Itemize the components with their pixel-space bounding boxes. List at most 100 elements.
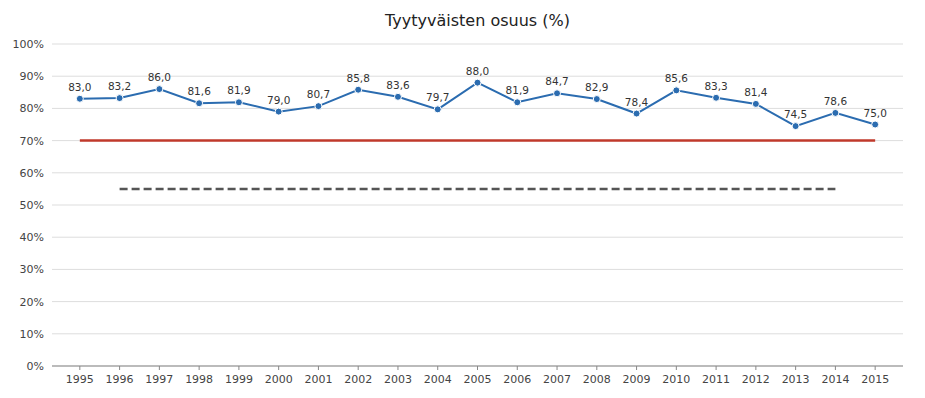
grid-line: [52, 140, 903, 141]
data-label: 84,7: [545, 75, 568, 87]
y-tick-label: 30%: [20, 263, 44, 276]
data-point: [673, 87, 680, 94]
x-tick: [238, 366, 239, 370]
data-label: 79,7: [426, 91, 449, 103]
data-label: 79,0: [267, 94, 290, 106]
data-point: [554, 90, 561, 97]
data-point: [434, 106, 441, 113]
y-tick-label: 0%: [27, 360, 44, 373]
data-point: [275, 108, 282, 115]
data-label: 86,0: [148, 71, 171, 83]
x-tick-label: 1996: [106, 373, 134, 386]
data-label: 85,8: [347, 72, 370, 84]
data-label: 80,7: [307, 88, 330, 100]
data-point: [235, 99, 242, 106]
x-tick: [437, 366, 438, 370]
y-tick-label: 90%: [20, 70, 44, 83]
data-point: [713, 94, 720, 101]
data-point: [872, 121, 879, 128]
x-tick: [755, 366, 756, 370]
x-tick-label: 2014: [821, 373, 849, 386]
x-tick: [835, 366, 836, 370]
x-tick-label: 2011: [702, 373, 730, 386]
data-label: 78,6: [824, 95, 848, 107]
x-tick: [795, 366, 796, 370]
x-tick-label: 1998: [185, 373, 213, 386]
data-point: [315, 103, 322, 110]
y-tick-label: 10%: [20, 328, 44, 341]
x-tick: [676, 366, 677, 370]
reference-line: [120, 188, 836, 191]
x-tick-label: 2010: [662, 373, 690, 386]
x-tick-label: 2007: [543, 373, 571, 386]
data-point: [792, 123, 799, 130]
x-tick-label: 2005: [464, 373, 492, 386]
grid-line: [52, 301, 903, 302]
x-tick-label: 1995: [66, 373, 94, 386]
data-label: 75,0: [863, 107, 886, 119]
title: Tyytyväisten osuus (%): [384, 11, 570, 30]
y-tick-label: 100%: [13, 38, 44, 51]
grid-line: [52, 269, 903, 270]
data-point: [633, 110, 640, 117]
x-tick: [278, 366, 279, 370]
grid-line: [52, 237, 903, 238]
grid-line: [52, 333, 903, 334]
x-tick: [477, 366, 478, 370]
x-tick-label: 2000: [265, 373, 293, 386]
data-label: 83,6: [386, 79, 410, 91]
y-tick-label: 50%: [20, 199, 44, 212]
x-tick-label: 2003: [384, 373, 412, 386]
grid-line: [52, 108, 903, 109]
y-tick-label: 20%: [20, 296, 44, 309]
data-label: 81,4: [744, 86, 768, 98]
data-point: [196, 100, 203, 107]
x-tick: [318, 366, 319, 370]
data-label: 83,0: [68, 81, 91, 93]
x-tick: [119, 366, 120, 370]
data-point: [394, 93, 401, 100]
data-label: 78,4: [625, 96, 649, 108]
data-point: [355, 86, 362, 93]
x-tick-label: 2006: [503, 373, 531, 386]
y-tick-label: 70%: [20, 135, 44, 148]
data-label: 83,3: [704, 80, 727, 92]
chart-svg: Tyytyväisten osuus (%) 0% 10% 20% 30% 40% 50% 6…: [0, 0, 925, 398]
x-tick: [79, 366, 80, 370]
x-tick-label: 1999: [225, 373, 253, 386]
y-tick-label: 40%: [20, 231, 44, 244]
x-tick: [159, 366, 160, 370]
data-point: [752, 100, 759, 107]
data-line: [80, 83, 875, 126]
x-tick: [875, 366, 876, 370]
y-tick-label: 80%: [20, 102, 44, 115]
x-tick: [636, 366, 637, 370]
data-label: 81,9: [506, 84, 529, 96]
data-label: 81,6: [187, 85, 211, 97]
grid-line: [52, 205, 903, 206]
x-tick: [596, 366, 597, 370]
data-label: 81,9: [227, 84, 250, 96]
x-tick: [358, 366, 359, 370]
data-labels: 83,0 83,2 86,0 81,6 81,9 79,0 80,7 85,8 83,6 79,7…: [68, 65, 887, 120]
data-label: 85,6: [665, 72, 689, 84]
x-tick-label: 2002: [344, 373, 372, 386]
x-tick: [557, 366, 558, 370]
data-point: [474, 79, 481, 86]
grid-line: [52, 172, 903, 173]
chart-container: Tyytyväisten osuus (%) 0% 10% 20% 30% 40% 50% 6…: [0, 0, 925, 398]
y-tick-label: 60%: [20, 167, 44, 180]
data-point: [593, 96, 600, 103]
data-label: 74,5: [784, 108, 807, 120]
x-tick-label: 2015: [861, 373, 889, 386]
data-label: 83,2: [108, 80, 131, 92]
x-tick-label: 2008: [583, 373, 611, 386]
plot-area: [76, 79, 878, 189]
data-point: [156, 86, 163, 93]
data-point: [76, 95, 83, 102]
grid: [52, 44, 903, 366]
data-point: [514, 99, 521, 106]
data-point: [832, 109, 839, 116]
x-tick: [716, 366, 717, 370]
grid-line: [52, 44, 903, 45]
